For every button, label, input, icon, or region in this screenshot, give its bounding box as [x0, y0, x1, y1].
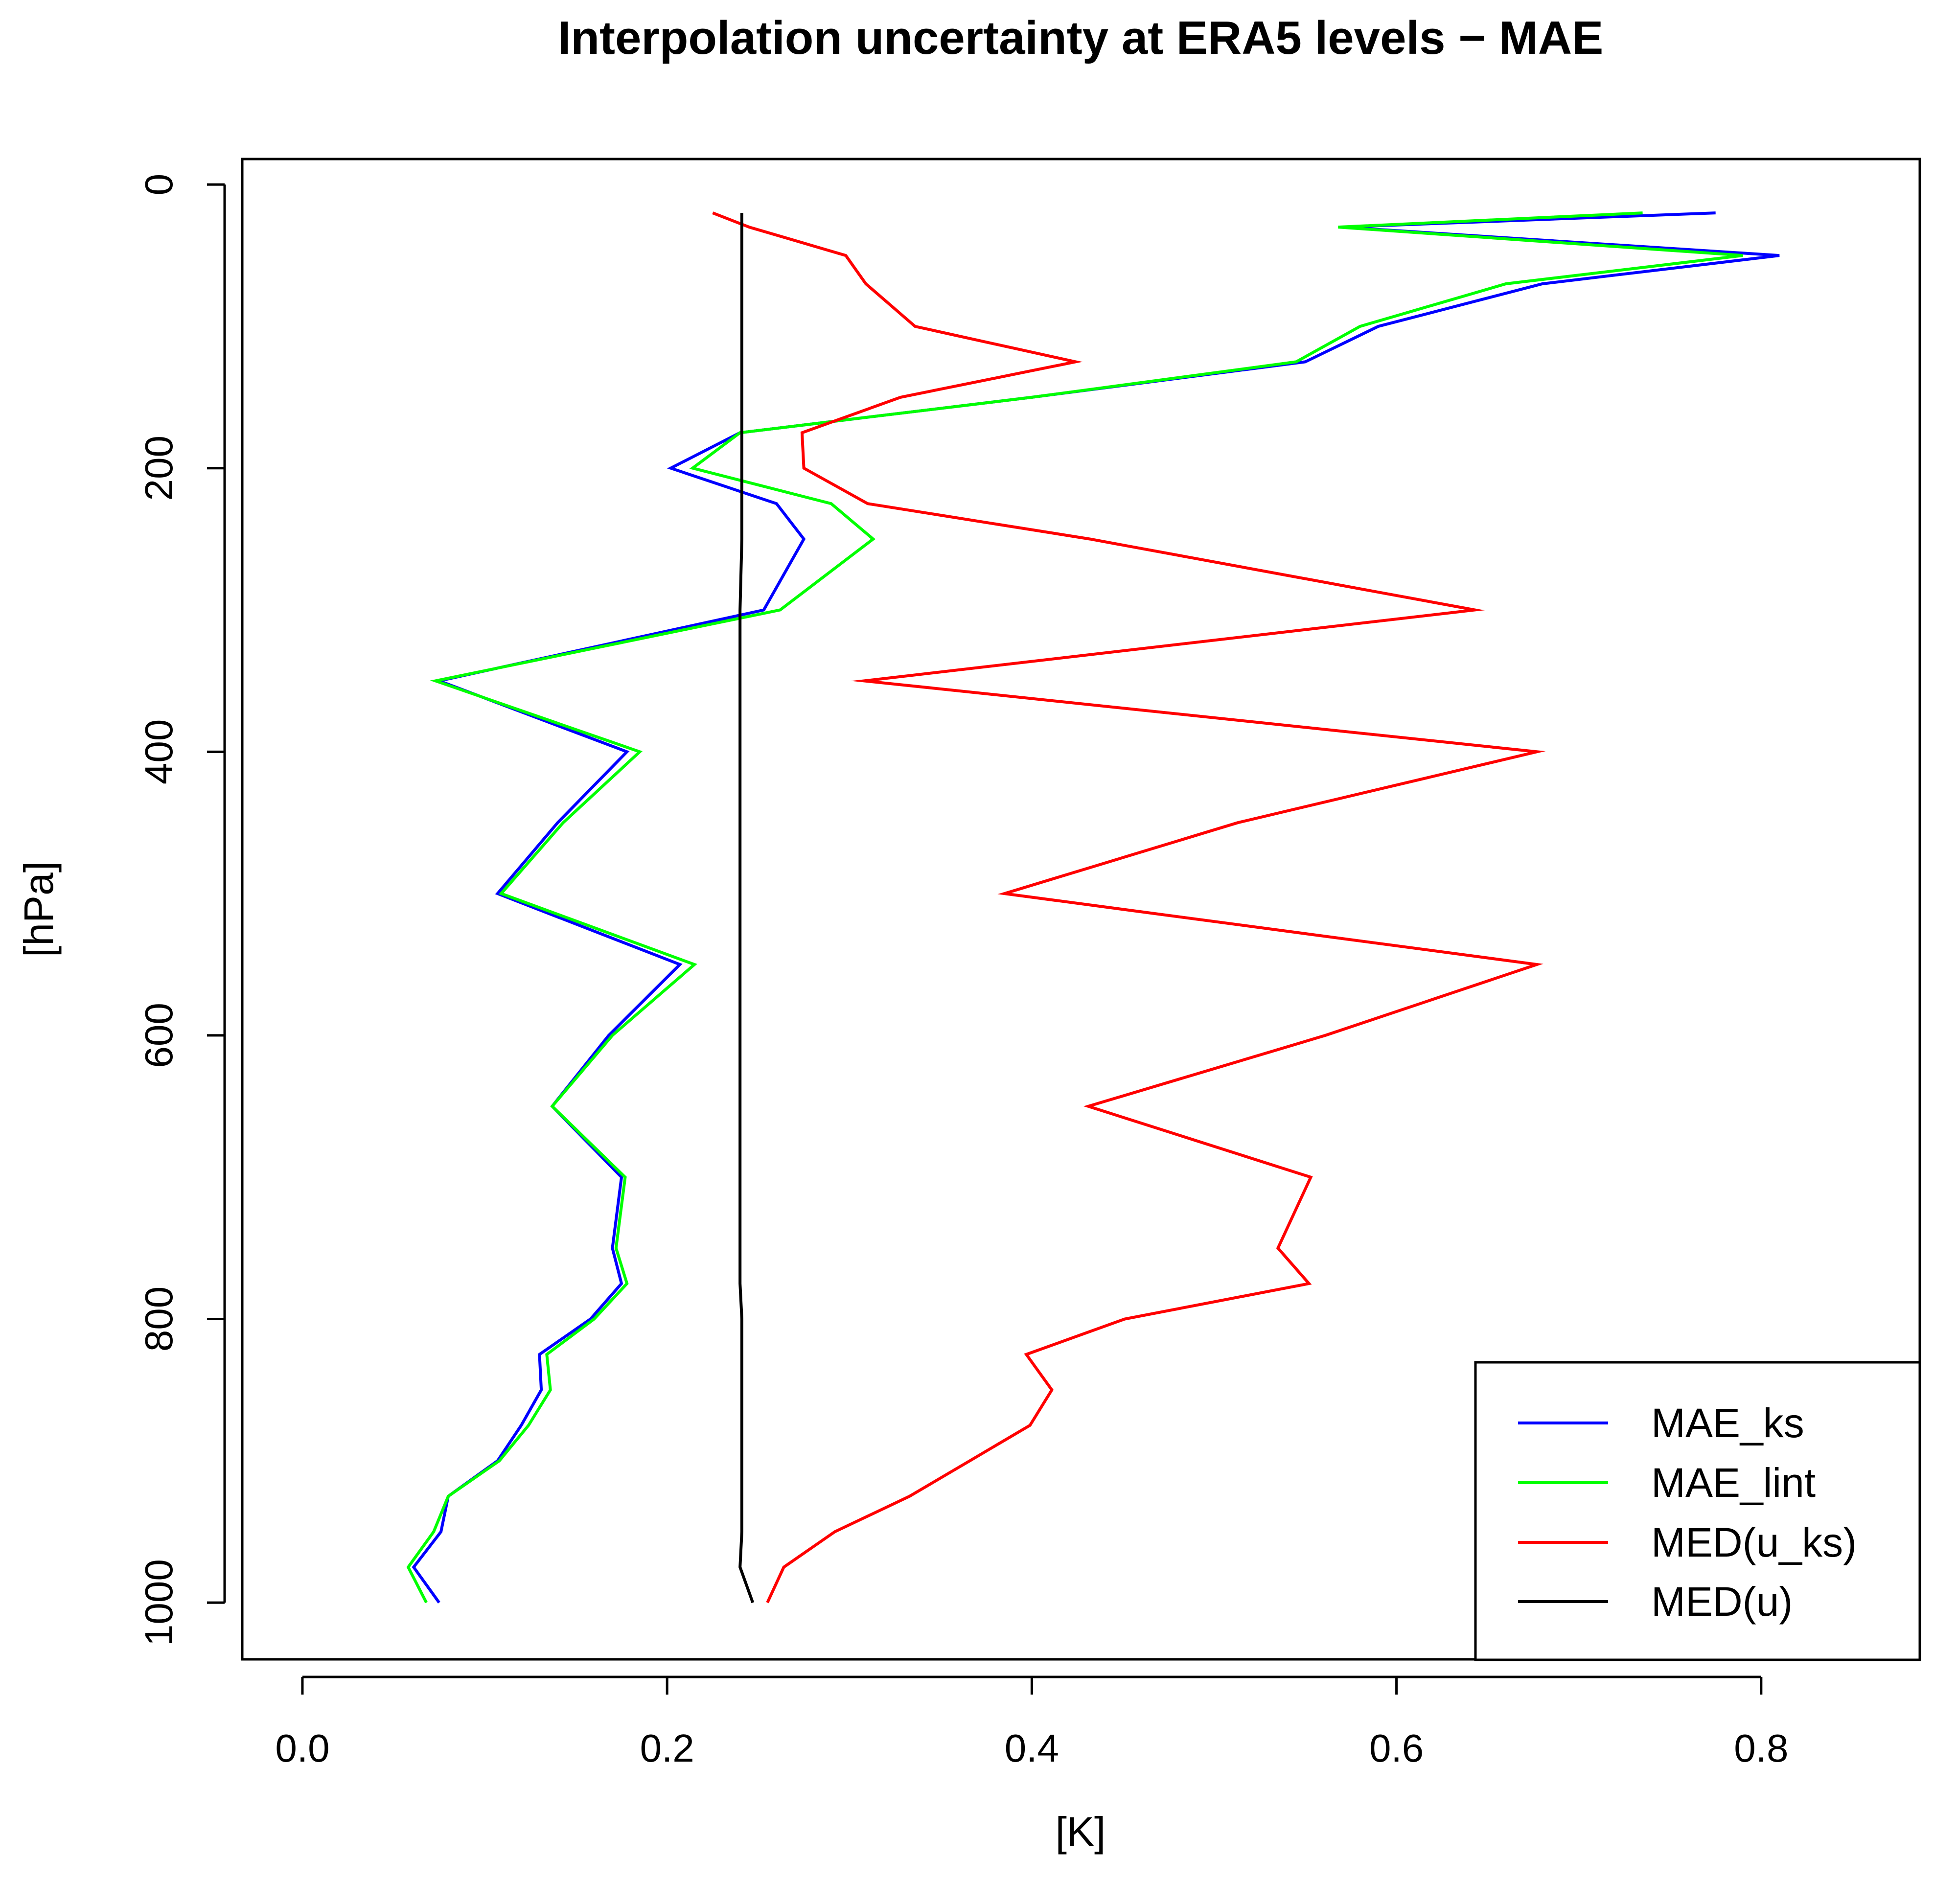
- x-tick-label: 0.8: [1734, 1726, 1788, 1770]
- y-tick-label: 1000: [137, 1559, 181, 1646]
- legend-label-med-u-ks: MED(u_ks): [1651, 1519, 1857, 1565]
- y-tick-label: 400: [137, 719, 181, 784]
- series-layer: [406, 211, 1780, 1604]
- y-tick-label: 600: [137, 1003, 181, 1068]
- y-axis: 0 200 400 600 800 1000: [137, 174, 226, 1646]
- x-axis: 0.0 0.2 0.4 0.6 0.8: [275, 1675, 1788, 1770]
- x-tick-label: 0.4: [1005, 1726, 1059, 1770]
- series-line-med-u-ks: [712, 211, 1546, 1604]
- legend: MAE_ks MAE_lint MED(u_ks) MED(u): [1474, 1361, 1921, 1661]
- y-tick-label: 800: [137, 1286, 181, 1352]
- x-tick-label: 0.6: [1369, 1726, 1424, 1770]
- chart-title: Interpolation uncertainty at ERA5 levels…: [558, 12, 1604, 64]
- legend-label-med-u: MED(u): [1651, 1579, 1793, 1625]
- x-tick-label: 0.2: [640, 1726, 694, 1770]
- legend-label-mae-lint: MAE_lint: [1651, 1460, 1816, 1506]
- series-line-mae-ks: [412, 211, 1780, 1604]
- plot-frame: [241, 158, 1921, 1661]
- series-line-med-u: [738, 213, 755, 1604]
- y-axis-label: [hPa]: [16, 861, 62, 957]
- x-axis-label: [K]: [1056, 1809, 1106, 1855]
- series-line-mae-lint: [406, 211, 1743, 1604]
- legend-label-mae-ks: MAE_ks: [1651, 1400, 1804, 1446]
- x-tick-label: 0.0: [275, 1726, 329, 1770]
- y-tick-label: 0: [137, 174, 181, 196]
- legend-box: [1474, 1361, 1921, 1661]
- y-tick-label: 200: [137, 436, 181, 501]
